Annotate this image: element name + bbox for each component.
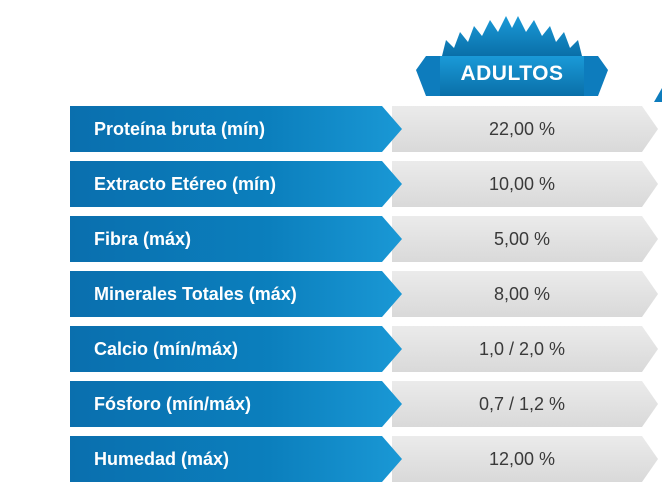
label-cell-shape — [70, 161, 402, 207]
row-label: Proteína bruta (mín) — [94, 119, 266, 139]
table-row: Calcio (mín/máx) 1,0 / 2,0 % — [70, 326, 662, 372]
edge-arrow-fragment — [654, 88, 662, 102]
table-row: Fibra (máx) 5,00 % — [70, 216, 662, 262]
row-value: 22,00 % — [488, 119, 556, 139]
value-cell-shape — [392, 216, 658, 262]
value-cell-shape — [392, 106, 658, 152]
badge-shape — [416, 16, 608, 96]
row-label: Fibra (máx) — [94, 229, 192, 249]
table-row: Extracto Etéreo (mín) 10,00 % — [70, 161, 662, 207]
value-cell-shape — [392, 161, 658, 207]
adultos-header-badge: ADULTOS — [412, 4, 612, 100]
table-row: Minerales Totales (máx) 8,00 % — [70, 271, 662, 317]
row-value: 8,00 % — [493, 284, 551, 304]
label-cell-shape — [70, 436, 402, 482]
label-cell-shape — [70, 381, 402, 427]
row-label: Extracto Etéreo (mín) — [94, 174, 277, 194]
label-cell-shape — [70, 271, 402, 317]
label-cell-shape — [70, 326, 402, 372]
value-cell-shape — [392, 436, 658, 482]
table-row: Humedad (máx) 12,00 % — [70, 436, 662, 482]
row-label: Fósforo (mín/máx) — [94, 394, 252, 414]
row-value: 0,7 / 1,2 % — [478, 394, 566, 414]
row-label: Humedad (máx) — [94, 449, 230, 469]
row-value: 10,00 % — [488, 174, 556, 194]
table-row: Fósforo (mín/máx) 0,7 / 1,2 % — [70, 381, 662, 427]
column-title: ADULTOS — [460, 62, 564, 85]
label-cell-shape — [70, 106, 402, 152]
table-row: Proteína bruta (mín) 22,00 % — [70, 106, 662, 152]
row-label: Calcio (mín/máx) — [94, 339, 239, 359]
value-cell-shape — [392, 271, 658, 317]
row-value: 1,0 / 2,0 % — [478, 339, 566, 359]
row-value: 12,00 % — [488, 449, 556, 469]
value-cell-shape — [392, 381, 658, 427]
label-cell-shape — [70, 216, 402, 262]
row-value: 5,00 % — [493, 229, 551, 249]
row-label: Minerales Totales (máx) — [94, 284, 297, 304]
value-cell-shape — [392, 326, 658, 372]
